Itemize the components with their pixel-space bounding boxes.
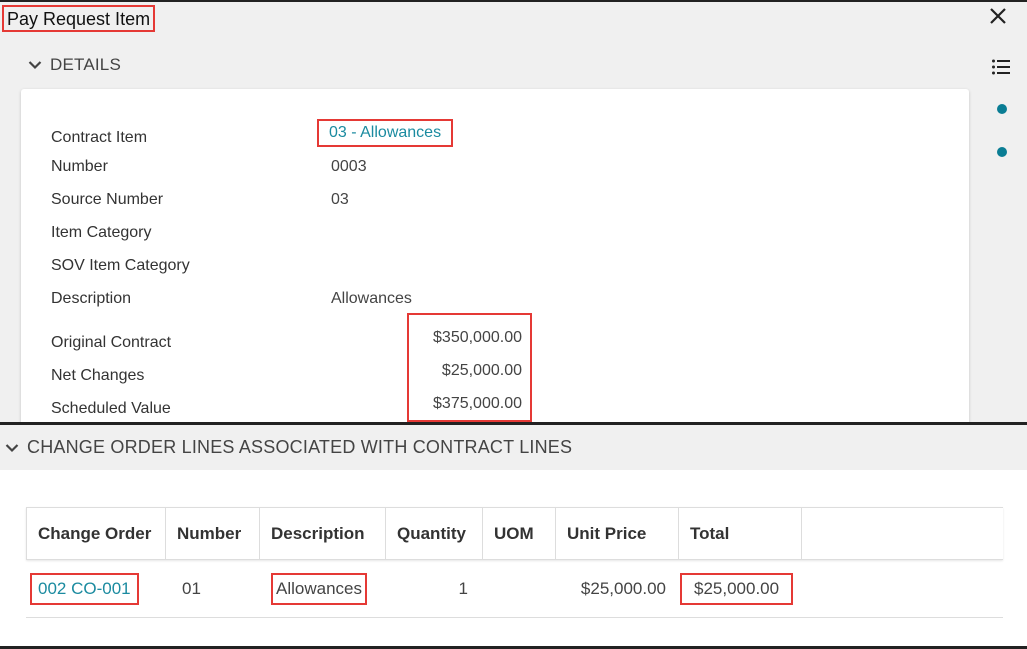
change-orders-table: Change Order Number Description Quantity… — [26, 507, 1003, 618]
row-number: 01 — [182, 579, 201, 598]
change-orders-section-toggle[interactable]: CHANGE ORDER LINES ASSOCIATED WITH CONTR… — [0, 425, 1027, 470]
details-section-label: DETAILS — [50, 55, 121, 74]
panel-divider[interactable] — [0, 422, 1027, 425]
source-number-value: 03 — [331, 191, 349, 208]
close-icon[interactable] — [987, 5, 1009, 27]
source-number-label: Source Number — [51, 191, 164, 208]
scheduled-value-value: $375,000.00 — [433, 395, 522, 412]
chevron-down-icon — [5, 443, 19, 452]
section-nav-dot-change-orders[interactable] — [997, 147, 1007, 157]
scheduled-value-label: Scheduled Value — [51, 400, 171, 417]
col-description[interactable]: Description — [260, 508, 386, 559]
details-section-toggle[interactable]: DETAILS — [28, 54, 121, 76]
contract-item-link[interactable]: 03 - Allowances — [317, 119, 454, 147]
table-row: 002 CO-001 01 Allowances 1 $25,000.00 $2… — [26, 560, 1003, 618]
sov-item-category-label: SOV Item Category — [51, 257, 190, 274]
row-unit-price: $25,000.00 — [580, 579, 666, 598]
table-header: Change Order Number Description Quantity… — [26, 507, 1003, 560]
original-contract-value: $350,000.00 — [433, 329, 522, 346]
chevron-down-icon — [28, 61, 42, 70]
net-changes-label: Net Changes — [51, 367, 145, 384]
original-contract-label: Original Contract — [51, 334, 172, 351]
amounts-highlight: $350,000.00 $25,000.00 $375,000.00 — [407, 313, 532, 422]
col-number[interactable]: Number — [166, 508, 260, 559]
bottom-border — [0, 646, 1027, 649]
number-value: 0003 — [331, 158, 367, 175]
col-unit-price[interactable]: Unit Price — [556, 508, 679, 559]
change-orders-section-label: CHANGE ORDER LINES ASSOCIATED WITH CONTR… — [27, 437, 573, 457]
details-panel: Pay Request Item DETAILS Contract Item 0… — [0, 2, 1027, 422]
col-uom[interactable]: UOM — [483, 508, 556, 559]
item-category-label: Item Category — [51, 224, 152, 241]
col-quantity[interactable]: Quantity — [386, 508, 483, 559]
col-change-order[interactable]: Change Order — [26, 508, 166, 559]
list-icon[interactable] — [992, 59, 1010, 75]
details-card: Contract Item 03 - Allowances Number 000… — [21, 89, 969, 422]
col-blank — [802, 508, 1003, 559]
description-value: Allowances — [331, 290, 412, 307]
description-label: Description — [51, 290, 132, 307]
net-changes-value: $25,000.00 — [441, 362, 522, 379]
panel-title: Pay Request Item — [2, 5, 156, 32]
row-total: $25,000.00 — [680, 573, 794, 605]
contract-item-label: Contract Item — [51, 129, 148, 146]
top-border — [0, 0, 1027, 2]
number-label: Number — [51, 158, 108, 175]
row-description: Allowances — [271, 573, 367, 605]
change-order-link[interactable]: 002 CO-001 — [30, 573, 139, 605]
section-nav-dot-details[interactable] — [997, 104, 1007, 114]
row-quantity: 1 — [458, 579, 468, 598]
col-total[interactable]: Total — [679, 508, 802, 559]
